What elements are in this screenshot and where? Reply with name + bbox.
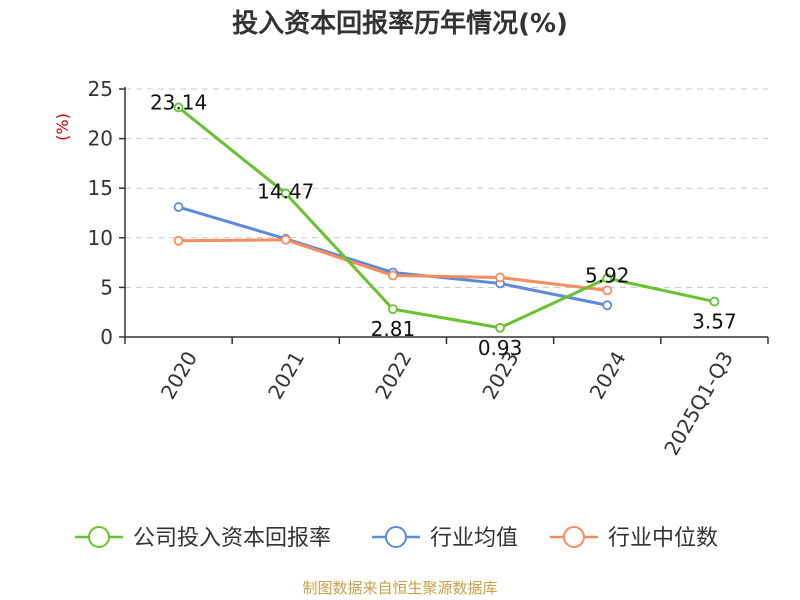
legend-item-2[interactable]: 行业中位数 [550, 526, 718, 551]
series-0-point [388, 304, 398, 315]
series-0-point [280, 188, 291, 199]
y-tick-label: 5 [100, 275, 113, 299]
series-0-point [602, 273, 613, 284]
x-tick-label: 2020 [156, 347, 202, 403]
legend-label: 行业中位数 [608, 526, 718, 551]
data-label: 14.47 [257, 179, 314, 203]
data-label: 2.81 [371, 317, 416, 341]
legend[interactable]: 公司投入资本回报率 行业均值 行业中位数 [75, 526, 718, 551]
x-tick-label: 2024 [585, 347, 631, 403]
chart-title: 投入资本回报率历年情况(%) [232, 8, 568, 39]
series-2-point [173, 235, 184, 246]
legend-item-1[interactable]: 行业均值 [372, 526, 518, 551]
series-lines [173, 102, 720, 333]
data-label: 0.93 [478, 336, 523, 360]
axes [124, 87, 769, 344]
series-1-point [173, 202, 184, 212]
y-tick-label: 10 [88, 226, 113, 250]
data-label: 5.92 [585, 263, 630, 287]
grid-lines [125, 88, 768, 288]
y-tick-label: 15 [88, 176, 113, 200]
series-2-point [602, 285, 613, 296]
y-tick-label: 0 [100, 325, 113, 349]
legend-marker [88, 526, 110, 548]
y-tick-label: 20 [88, 127, 113, 151]
legend-marker [563, 526, 585, 548]
y-tick-labels: 0 5 10 15 20 25 [88, 77, 125, 349]
data-label: 23.14 [150, 90, 207, 114]
y-axis-unit: (%) [53, 113, 72, 141]
x-tick-label: 2021 [263, 347, 309, 403]
source-note: 制图数据来自恒生聚源数据库 [302, 579, 497, 597]
legend-label: 行业均值 [430, 526, 518, 551]
series-2-point [495, 272, 505, 283]
series-2-point [388, 270, 398, 281]
x-tick-label: 2025Q1-Q3 [659, 347, 738, 459]
legend-marker [385, 526, 407, 548]
data-labels: 23.14 14.47 2.81 0.93 5.92 3.57 [150, 90, 737, 359]
series-0-point [709, 296, 720, 307]
series-0-point [173, 102, 184, 113]
series-2-point [280, 234, 291, 245]
series-line-0 [177, 106, 715, 330]
y-tick-label: 25 [88, 77, 113, 101]
data-label: 3.57 [692, 310, 737, 334]
series-0-point [495, 322, 505, 333]
x-tick-labels: 2020 2021 2022 2023 2024 2025Q1-Q3 [156, 347, 738, 459]
series-line-1 [178, 205, 608, 307]
x-tick-label: 2022 [370, 347, 416, 403]
legend-label: 公司投入资本回报率 [133, 526, 331, 551]
series-1-point [602, 300, 613, 311]
legend-item-0[interactable]: 公司投入资本回报率 [75, 526, 331, 551]
series-line-2 [178, 238, 608, 292]
